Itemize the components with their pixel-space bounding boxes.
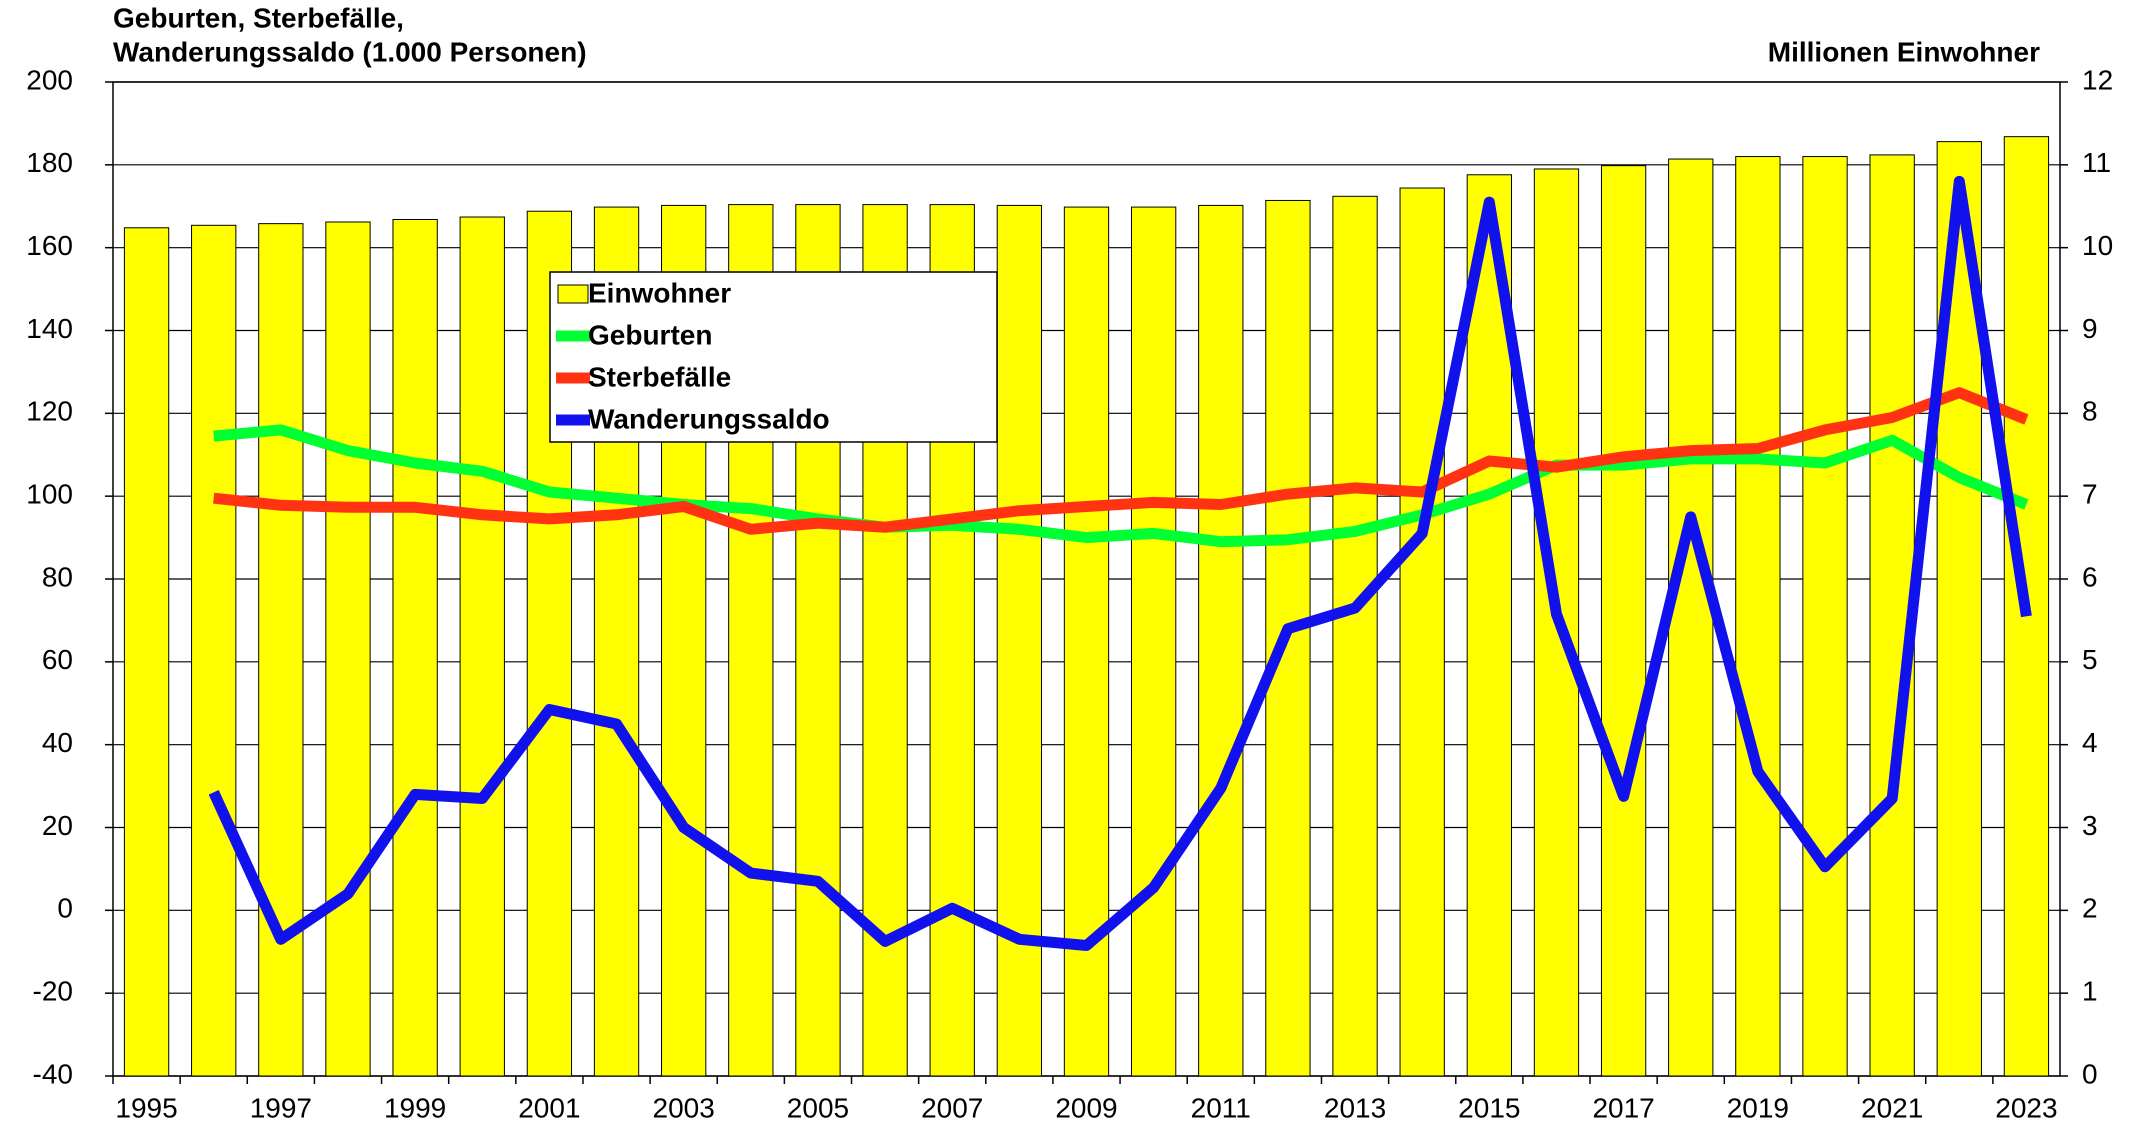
bar bbox=[258, 223, 304, 1077]
y-tick-label: 40 bbox=[42, 727, 73, 758]
y2-tick-label: 8 bbox=[2082, 396, 2098, 427]
y2-tick-label: 11 bbox=[2082, 147, 2111, 178]
y2-tick-label: 12 bbox=[2082, 64, 2113, 95]
y2-tick-label: 5 bbox=[2082, 644, 2098, 675]
x-tick-label: 1995 bbox=[115, 1092, 177, 1123]
y2-tick-label: 6 bbox=[2082, 561, 2098, 592]
y-tick-label: 160 bbox=[26, 230, 73, 261]
line bbox=[208, 175, 2032, 951]
y-tick-label: -40 bbox=[33, 1058, 73, 1089]
y-tick-label: 120 bbox=[26, 396, 73, 427]
y-tick-label: 0 bbox=[57, 893, 73, 924]
bar bbox=[1466, 174, 1512, 1077]
x-tick-label: 1999 bbox=[384, 1092, 446, 1123]
x-tick-label: 2023 bbox=[1995, 1092, 2057, 1123]
y-tick-label: 60 bbox=[42, 644, 73, 675]
x-tick-label: 2001 bbox=[518, 1092, 580, 1123]
bar bbox=[1198, 204, 1244, 1077]
y-tick-label: 20 bbox=[42, 810, 73, 841]
bar bbox=[1600, 165, 1647, 1077]
y2-tick-label: 1 bbox=[2082, 976, 2098, 1007]
bar bbox=[1735, 156, 1781, 1077]
bar bbox=[459, 216, 505, 1077]
x-tick-label: 2005 bbox=[787, 1092, 849, 1123]
y2-tick-label: 9 bbox=[2082, 313, 2098, 344]
bar bbox=[1399, 187, 1445, 1077]
bar bbox=[123, 227, 170, 1077]
bar bbox=[1802, 156, 1848, 1077]
y-axis-title: Wanderungssaldo (1.000 Personen) bbox=[113, 36, 587, 67]
x-tick-label: 2009 bbox=[1055, 1092, 1117, 1123]
y-tick-label: 100 bbox=[26, 479, 73, 510]
legend-label: Sterbefälle bbox=[588, 361, 731, 392]
y2-tick-label: 0 bbox=[2082, 1058, 2098, 1089]
x-tick-label: 2013 bbox=[1324, 1092, 1386, 1123]
y-axis-title: Geburten, Sterbefälle, bbox=[113, 2, 404, 33]
legend-label: Wanderungssaldo bbox=[588, 403, 830, 434]
legend: Einwohner Geburten Sterbefälle Wanderungssa… bbox=[549, 271, 998, 443]
bar bbox=[1332, 195, 1378, 1077]
legend-box bbox=[549, 271, 998, 443]
y-tick-label: 200 bbox=[26, 64, 73, 95]
x-tick-label: 2007 bbox=[921, 1092, 983, 1123]
y-tick-label: 80 bbox=[42, 561, 73, 592]
y-tick-label: -20 bbox=[33, 976, 73, 1007]
legend-label: Einwohner bbox=[588, 277, 731, 308]
legend-label: Geburten bbox=[588, 319, 712, 350]
legend-swatch bbox=[557, 284, 589, 304]
bar bbox=[325, 221, 371, 1077]
x-tick-label: 2019 bbox=[1727, 1092, 1789, 1123]
bar bbox=[1668, 158, 1714, 1077]
line bbox=[213, 424, 2029, 548]
bar bbox=[1130, 206, 1177, 1077]
x-tick-label: 2021 bbox=[1861, 1092, 1923, 1123]
y2-tick-label: 10 bbox=[2082, 230, 2113, 261]
y2-axis-title: Millionen Einwohner bbox=[1768, 36, 2040, 67]
x-tick-label: 2015 bbox=[1458, 1092, 1520, 1123]
y-tick-label: 140 bbox=[26, 313, 73, 344]
x-tick-label: 2011 bbox=[1191, 1092, 1251, 1123]
y2-tick-label: 3 bbox=[2082, 810, 2098, 841]
x-tick-label: 2003 bbox=[653, 1092, 715, 1123]
x-tick-label: 1997 bbox=[250, 1092, 312, 1123]
bar bbox=[191, 224, 237, 1077]
bar bbox=[392, 219, 438, 1077]
y2-tick-label: 7 bbox=[2082, 479, 2098, 510]
y-tick-label: 180 bbox=[26, 147, 73, 178]
y2-tick-label: 4 bbox=[2082, 727, 2098, 758]
y2-tick-label: 2 bbox=[2082, 893, 2098, 924]
x-tick-label: 2017 bbox=[1592, 1092, 1654, 1123]
line bbox=[213, 387, 2029, 535]
